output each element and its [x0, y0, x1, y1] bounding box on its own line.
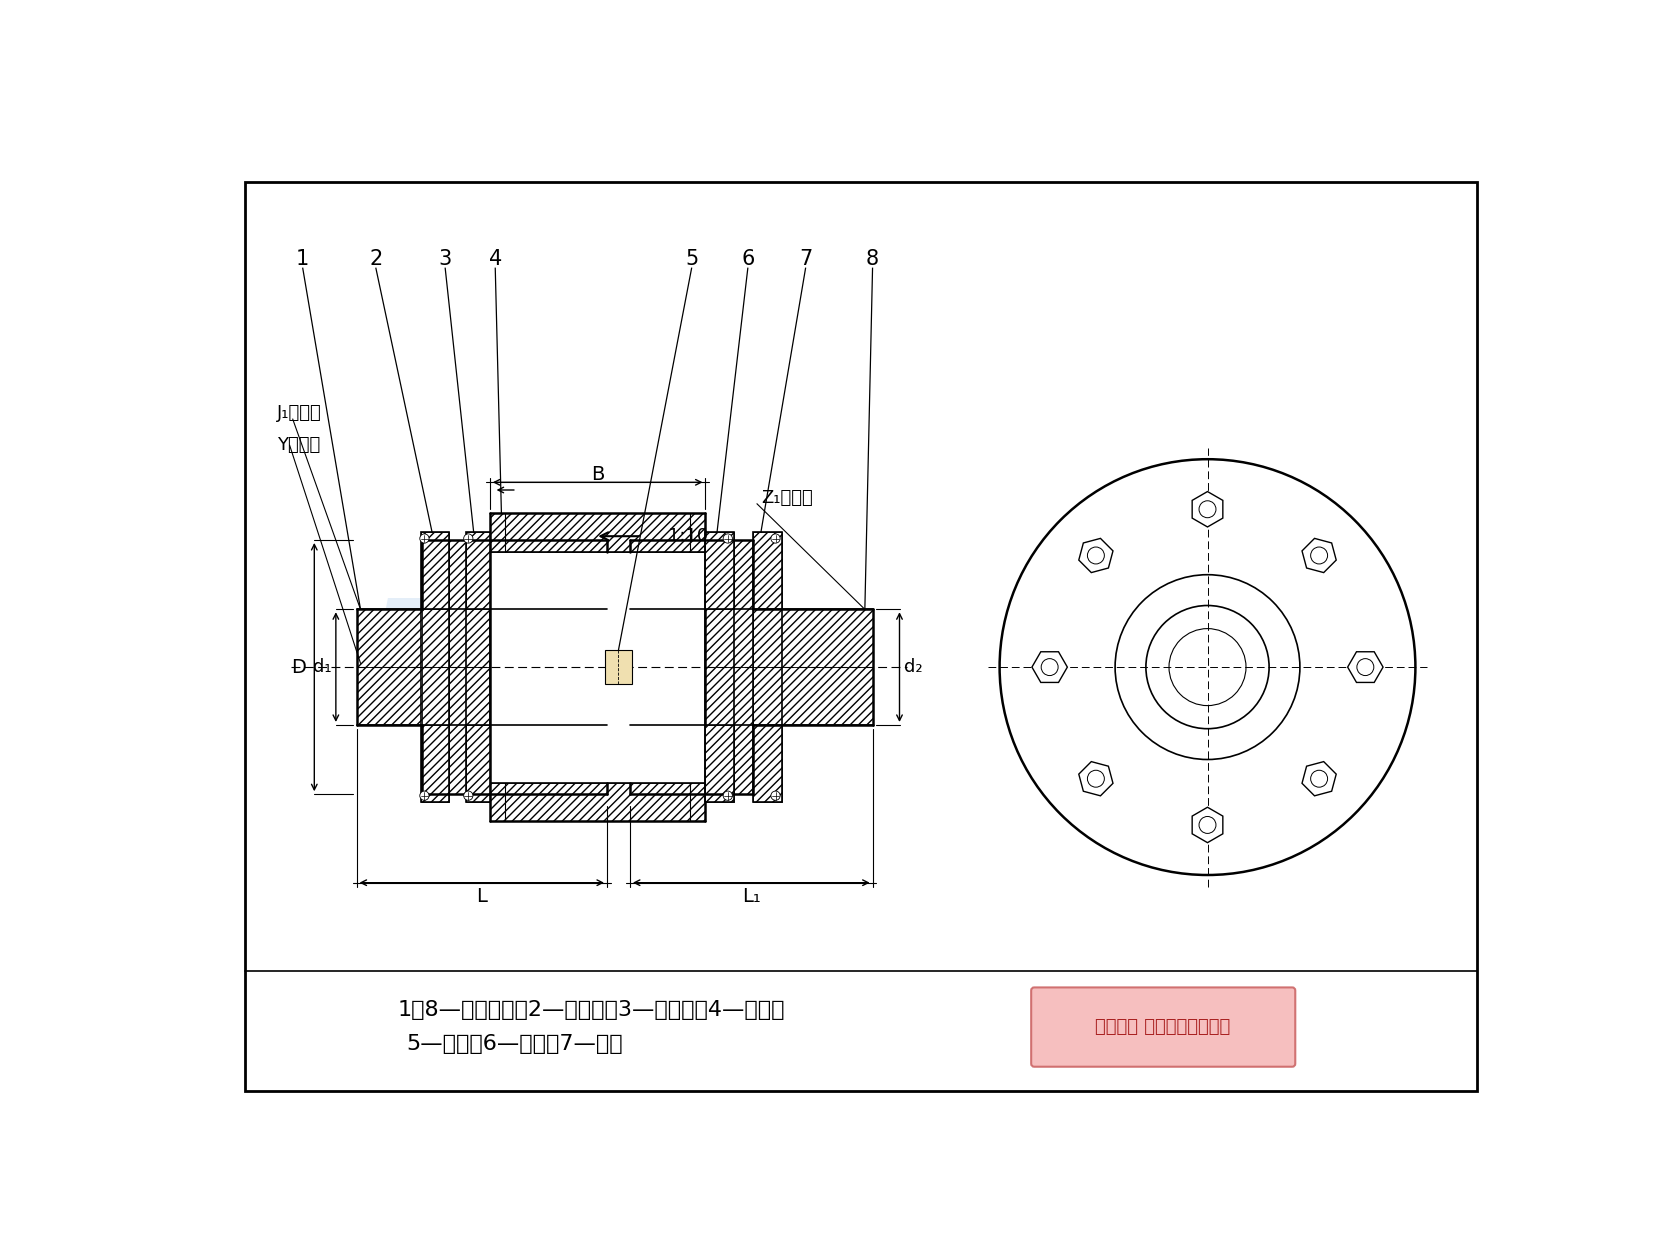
- Bar: [753, 610, 872, 667]
- Bar: [356, 610, 449, 667]
- Circle shape: [771, 534, 780, 543]
- Text: 5—柱销；6—螺栋；7—坤圈: 5—柱销；6—螺栋；7—坤圈: [407, 1034, 623, 1055]
- Text: 7: 7: [800, 249, 811, 268]
- Bar: [753, 532, 781, 610]
- Text: 1: 1: [296, 249, 309, 268]
- Circle shape: [464, 791, 474, 800]
- Text: 4: 4: [489, 249, 502, 268]
- Text: 2: 2: [370, 249, 383, 268]
- Text: ®: ®: [722, 630, 753, 659]
- Bar: [356, 667, 449, 724]
- Text: B: B: [591, 465, 605, 484]
- Bar: [706, 532, 734, 610]
- Text: D: D: [291, 658, 306, 677]
- Circle shape: [420, 791, 428, 800]
- Circle shape: [771, 791, 780, 800]
- Bar: [630, 667, 753, 794]
- Text: 5: 5: [685, 249, 699, 268]
- Text: L: L: [477, 887, 487, 906]
- Bar: [420, 724, 449, 801]
- Circle shape: [1146, 606, 1268, 728]
- Polygon shape: [1079, 761, 1112, 796]
- Bar: [753, 533, 781, 801]
- Circle shape: [420, 534, 428, 543]
- Text: L₁: L₁: [743, 887, 761, 906]
- Text: Y型轴孔: Y型轴孔: [277, 436, 321, 455]
- Bar: [753, 667, 872, 724]
- Bar: [465, 533, 491, 801]
- Polygon shape: [1302, 761, 1336, 796]
- Text: 1、8—半联轴器；2—外挡板；3—内挡板；4—外套；: 1、8—半联轴器；2—外挡板；3—内挡板；4—外套；: [398, 999, 785, 1019]
- Bar: [630, 541, 753, 667]
- Text: 8: 8: [865, 249, 879, 268]
- Bar: [465, 724, 491, 801]
- Text: 1:10: 1:10: [669, 527, 709, 546]
- Polygon shape: [1193, 491, 1223, 527]
- Bar: [422, 667, 449, 794]
- Bar: [420, 532, 449, 610]
- Bar: [491, 513, 706, 552]
- Polygon shape: [1032, 651, 1067, 683]
- Bar: [465, 532, 491, 610]
- Text: d₂: d₂: [904, 658, 922, 677]
- Bar: [753, 724, 781, 801]
- Polygon shape: [1347, 651, 1383, 683]
- Text: 3: 3: [438, 249, 452, 268]
- Text: Z₁型轴孔: Z₁型轴孔: [761, 489, 813, 507]
- Circle shape: [722, 534, 732, 543]
- FancyBboxPatch shape: [1032, 988, 1295, 1067]
- Bar: [420, 533, 449, 801]
- Text: d₁: d₁: [312, 658, 331, 677]
- Bar: [449, 541, 606, 667]
- Circle shape: [1000, 459, 1416, 874]
- Text: 版权所有 侵权必被严厉追究: 版权所有 侵权必被严厉追究: [1095, 1018, 1230, 1037]
- Circle shape: [464, 534, 474, 543]
- Polygon shape: [1302, 538, 1336, 572]
- Bar: [491, 552, 706, 782]
- Text: Rokee: Rokee: [363, 592, 882, 742]
- Polygon shape: [1079, 538, 1112, 572]
- Bar: [491, 782, 706, 822]
- Text: 6: 6: [741, 249, 754, 268]
- Bar: [449, 667, 606, 794]
- Bar: [422, 541, 449, 667]
- Bar: [706, 533, 734, 801]
- Bar: [706, 724, 734, 801]
- Polygon shape: [1193, 808, 1223, 843]
- Circle shape: [722, 791, 732, 800]
- Bar: [605, 650, 632, 684]
- Text: J₁型轴孔: J₁型轴孔: [277, 404, 323, 422]
